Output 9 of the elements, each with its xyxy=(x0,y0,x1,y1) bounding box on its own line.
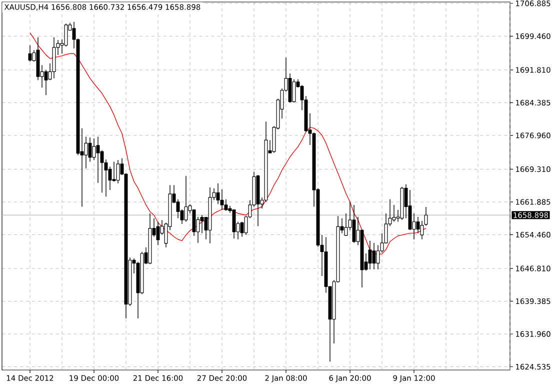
candlestick xyxy=(116,160,120,184)
candlestick xyxy=(352,204,356,244)
candlestick xyxy=(368,240,372,270)
candlestick xyxy=(232,209,236,239)
candlestick xyxy=(372,242,376,270)
candlestick xyxy=(28,44,32,62)
candlestick xyxy=(292,78,296,103)
candlestick xyxy=(184,176,188,222)
candlestick xyxy=(156,221,160,246)
